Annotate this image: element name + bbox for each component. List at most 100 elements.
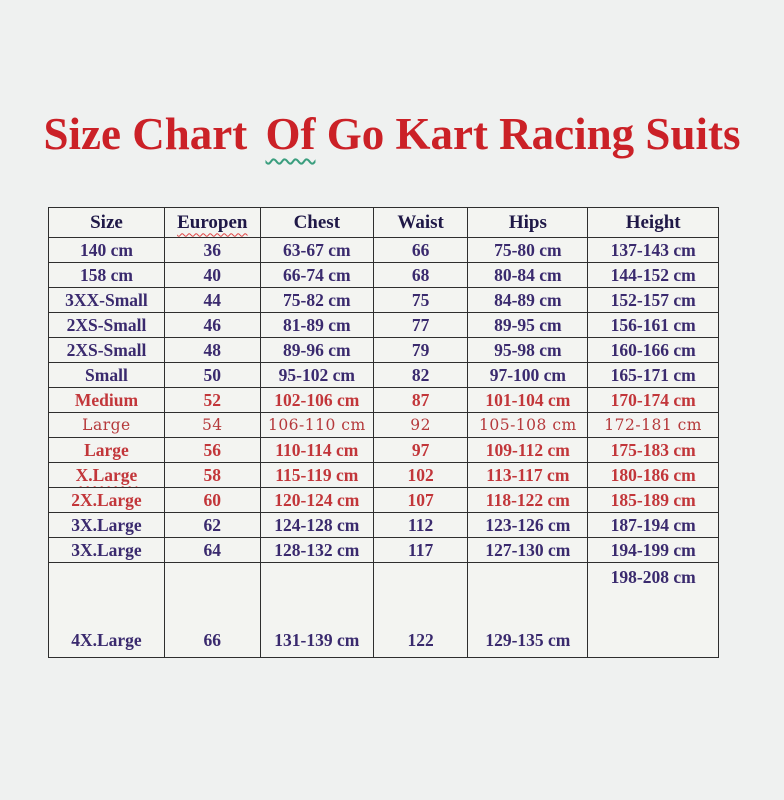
table-cell-value: 158 cm <box>79 264 133 285</box>
table-cell: 124-128 cm <box>259 512 374 538</box>
table-cell-value: 66 <box>203 630 222 650</box>
table-cell-value: 144-152 cm <box>610 264 696 285</box>
table-cell: 128-132 cm <box>259 537 374 563</box>
table-cell: 112 <box>372 512 469 538</box>
table-row: Medium 52 102-106 cm 87 101-104 cm 170-174 cm <box>48 387 719 413</box>
table-cell: 87 <box>372 387 469 413</box>
column-header-label: Chest <box>293 211 341 233</box>
table-cell-value: 118-122 cm <box>485 489 570 510</box>
table-row: Large 56 110-114 cm 97 109-112 cm 175-183 cm <box>48 437 719 463</box>
table-cell-value: 68 <box>411 264 430 285</box>
table-cell-value: 128-132 cm <box>274 539 360 560</box>
table-cell-value: 58 <box>203 464 222 485</box>
table-cell-value: 82 <box>411 364 430 385</box>
table-cell-value: 66 <box>411 239 430 260</box>
table-cell: Medium <box>48 387 165 413</box>
table-cell: 62 <box>163 512 261 538</box>
table-cell: 75-80 cm <box>467 237 589 263</box>
table-cell-value: 60 <box>203 489 222 510</box>
table-cell: 113-117 cm <box>467 462 589 488</box>
table-cell: 160-166 cm <box>587 337 719 363</box>
table-cell: 89-95 cm <box>467 312 589 338</box>
table-cell-value: 95-98 cm <box>494 339 562 360</box>
title-part-2-spellcheck: Of <box>265 109 316 159</box>
table-cell-value: 40 <box>203 264 222 285</box>
table-cell: 64 <box>163 537 261 563</box>
table-cell: 66-74 cm <box>259 262 374 288</box>
table-cell: X.Large <box>48 462 165 488</box>
table-cell-value: 113-117 cm <box>486 464 570 485</box>
table-cell-value: 79 <box>411 339 430 360</box>
table-cell: 97 <box>372 437 469 463</box>
table-cell-value: 97-100 cm <box>489 364 566 385</box>
table-cell: 36 <box>163 237 261 263</box>
table-cell-value: 137-143 cm <box>610 239 696 260</box>
table-cell: 131-139 cm <box>259 562 374 658</box>
table-cell: 102-106 cm <box>259 387 374 413</box>
table-cell: 2XS-Small <box>48 312 165 338</box>
table-cell: 2X.Large <box>48 487 165 513</box>
table-cell-value: 75 <box>411 289 430 310</box>
table-cell: 56 <box>163 437 261 463</box>
column-header-height: Height <box>587 207 719 238</box>
table-cell-value: 89-95 cm <box>494 314 562 335</box>
table-cell-value: 4X.Large <box>71 630 142 650</box>
table-cell: 137-143 cm <box>587 237 719 263</box>
table-cell-value: 63-67 cm <box>283 239 351 260</box>
table-cell: 82 <box>372 362 469 388</box>
table-cell: 180-186 cm <box>587 462 719 488</box>
table-cell: Large <box>48 412 165 438</box>
table-cell: 144-152 cm <box>587 262 719 288</box>
table-cell-value: 54 <box>201 416 223 434</box>
table-cell-value: 198-208 cm <box>610 567 696 587</box>
table-header-row: Size Europen Chest Waist Hips Height <box>48 207 719 238</box>
table-cell: Small <box>48 362 165 388</box>
table-cell-value: 75-82 cm <box>283 289 351 310</box>
column-header-label: Height <box>625 211 681 233</box>
table-cell-value: 2X.Large <box>71 489 142 510</box>
table-cell: 175-183 cm <box>587 437 719 463</box>
table-cell-value: 80-84 cm <box>494 264 562 285</box>
table-row: 4X.Large 66 131-139 cm 122 129-135 cm 198-208… <box>48 562 719 658</box>
table-header: Size Europen Chest Waist Hips Height <box>48 207 719 238</box>
table-row: Small 50 95-102 cm 82 97-100 cm 165-171 cm <box>48 362 719 388</box>
table-cell: 185-189 cm <box>587 487 719 513</box>
table-cell-value: 124-128 cm <box>274 514 360 535</box>
table-cell-value: 95-102 cm <box>278 364 355 385</box>
table-cell: 84-89 cm <box>467 287 589 313</box>
table-cell-value: 123-126 cm <box>485 514 571 535</box>
table-cell-value: 3X.Large <box>71 514 142 535</box>
table-cell: 122 <box>372 562 469 658</box>
table-cell-value: Large <box>84 439 129 460</box>
table-cell-value: 36 <box>203 239 222 260</box>
table-cell-value: 48 <box>203 339 222 360</box>
table-cell-value: 152-157 cm <box>610 289 696 310</box>
title-part-3: Go Kart Racing Suits <box>315 109 741 159</box>
table-cell-value: 117 <box>408 539 434 560</box>
table-cell: 3X.Large <box>48 537 165 563</box>
table-cell-value: X.Large <box>75 464 138 485</box>
table-cell: 101-104 cm <box>467 387 589 413</box>
table-cell-value: 81-89 cm <box>283 314 351 335</box>
column-header-chest: Chest <box>259 207 374 238</box>
table-cell: 170-174 cm <box>587 387 719 413</box>
table-cell: 110-114 cm <box>259 437 374 463</box>
table-row: 2X.Large 60 120-124 cm 107 118-122 cm 185-189… <box>48 487 719 513</box>
column-header-size: Size <box>48 207 165 238</box>
column-header-label: Europen <box>177 211 248 233</box>
table-cell-value: 92 <box>410 416 432 434</box>
table-cell-value: Small <box>85 364 128 385</box>
table-cell-value: 172-181 cm <box>604 416 703 434</box>
table-row: 3XX-Small 44 75-82 cm 75 84-89 cm 152-157 cm <box>48 287 719 313</box>
table-cell: 107 <box>372 487 469 513</box>
table-cell: 81-89 cm <box>259 312 374 338</box>
table-cell-value: 102-106 cm <box>274 389 360 410</box>
table-cell-value: 122 <box>407 630 434 650</box>
table-cell: 123-126 cm <box>467 512 589 538</box>
table-cell-value: 165-171 cm <box>610 364 696 385</box>
size-chart-table: Size Europen Chest Waist Hips Height 140 cm 36… <box>48 207 719 658</box>
table-cell-value: 110-114 cm <box>275 439 359 460</box>
table-cell: 50 <box>163 362 261 388</box>
table-cell-value: 156-161 cm <box>610 314 696 335</box>
